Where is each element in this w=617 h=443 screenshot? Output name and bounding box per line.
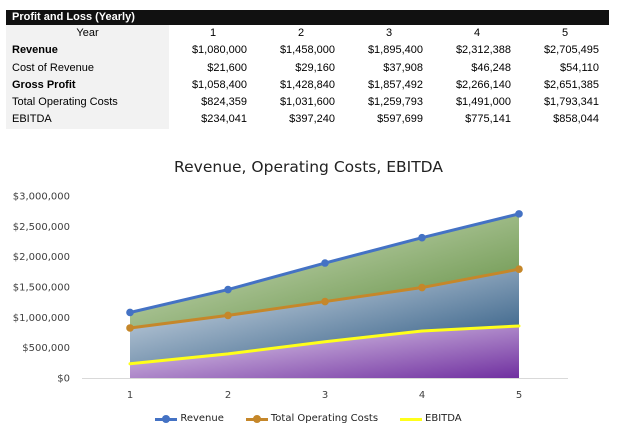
- data-point: [126, 324, 134, 332]
- table-cell: $21,600: [207, 61, 247, 74]
- table-cell: $397,240: [289, 113, 335, 126]
- area-1: [130, 269, 519, 364]
- data-point: [515, 265, 523, 274]
- data-point: [224, 285, 232, 294]
- table-row-ebitda: EBITDA $234,041 $397,240 $597,699 $775,1…: [6, 111, 609, 129]
- row-label: Revenue: [12, 44, 58, 57]
- table-cell: $2,312,388: [455, 44, 511, 57]
- profit-loss-table: Profit and Loss (Yearly) Year 1 2 3 4 5 …: [6, 10, 609, 129]
- table-row-total-operating-costs: Total Operating Costs $824,359 $1,031,60…: [6, 94, 609, 112]
- table-cell: $2,266,140: [455, 78, 511, 91]
- legend-label: Total Operating Costs: [270, 413, 379, 424]
- y-tick-label: $500,000: [22, 343, 70, 354]
- row-label: Total Operating Costs: [12, 96, 118, 109]
- y-tick-label: $0: [57, 374, 70, 385]
- legend-swatch-revenue: [155, 414, 178, 424]
- legend-item-revenue: Revenue: [155, 413, 224, 424]
- x-tick-label: 1: [127, 390, 133, 401]
- data-point: [321, 297, 329, 306]
- table-row-cost-of-revenue: Cost of Revenue $21,600 $29,160 $37,908 …: [6, 59, 609, 77]
- table-cell: $234,041: [201, 113, 247, 126]
- table-row-gross-profit: Gross Profit $1,058,400 $1,428,840 $1,85…: [6, 76, 609, 95]
- data-point: [321, 259, 329, 267]
- data-point: [418, 283, 426, 292]
- table-cell: $37,908: [383, 61, 423, 74]
- year-header-cell: 5: [561, 27, 569, 39]
- data-point: [515, 210, 523, 218]
- year-header-label: Year: [76, 27, 99, 39]
- year-header-cell: 3: [385, 27, 393, 39]
- legend-label: EBITDA: [425, 413, 462, 424]
- legend-item-ebitda: EBITDA: [400, 413, 462, 424]
- table-cell: $1,793,341: [543, 96, 599, 109]
- year-header-cell: 4: [473, 27, 481, 39]
- legend-label: Revenue: [180, 413, 224, 424]
- series-line-2: [128, 324, 521, 366]
- table-cell: $1,895,400: [367, 44, 423, 57]
- data-point: [126, 308, 134, 317]
- table-cell: $1,428,840: [279, 78, 335, 91]
- table-cell: $824,359: [201, 96, 247, 109]
- table-title: Profit and Loss (Yearly): [6, 10, 609, 25]
- x-tick-label: 3: [322, 390, 328, 401]
- y-tick-label: $3,000,000: [13, 192, 70, 203]
- table-cell: $775,141: [465, 113, 511, 126]
- x-tick-label: 2: [225, 390, 231, 401]
- row-label: Gross Profit: [12, 78, 76, 91]
- table-cell: $2,705,495: [543, 44, 599, 57]
- table-cell: $2,651,385: [543, 78, 599, 91]
- table-cell: $1,491,000: [455, 96, 511, 109]
- table-cell: $1,259,793: [367, 96, 423, 109]
- y-tick-label: $2,500,000: [13, 222, 70, 233]
- row-label: Cost of Revenue: [12, 61, 94, 74]
- x-tick-label: 4: [419, 390, 425, 401]
- table-cell: $1,058,400: [191, 78, 247, 91]
- table-row-revenue: Revenue $1,080,000 $1,458,000 $1,895,400…: [6, 42, 609, 60]
- year-header-cell: 1: [209, 27, 217, 39]
- legend-swatch-ebitda: [400, 414, 423, 424]
- area-2: [130, 325, 519, 378]
- y-tick-label: $2,000,000: [13, 252, 70, 263]
- table-header-row: Year 1 2 3 4 5: [6, 25, 609, 43]
- table-cell: $46,248: [471, 61, 511, 74]
- chart-legend: Revenue Total Operating Costs EBITDA: [0, 413, 617, 424]
- table-cell: $597,699: [377, 113, 423, 126]
- table-cell: $29,160: [295, 61, 335, 74]
- table-cell: $1,458,000: [279, 44, 335, 57]
- table-cell: $858,044: [553, 113, 599, 126]
- year-header-cell: 2: [297, 27, 305, 39]
- data-point: [418, 233, 426, 242]
- data-point: [224, 311, 232, 320]
- table-cell: $1,080,000: [191, 44, 247, 57]
- table-cell: $1,031,600: [279, 96, 335, 109]
- row-label: EBITDA: [12, 113, 52, 126]
- x-tick-label: 5: [516, 390, 522, 401]
- legend-swatch-operating-costs: [245, 414, 268, 424]
- area-0: [130, 213, 519, 328]
- y-tick-label: $1,500,000: [13, 283, 70, 294]
- chart-title: Revenue, Operating Costs, EBITDA: [174, 158, 443, 176]
- legend-item-operating-costs: Total Operating Costs: [245, 413, 379, 424]
- table-cell: $1,857,492: [367, 78, 423, 91]
- table-cell: $54,110: [560, 61, 599, 74]
- y-tick-label: $1,000,000: [13, 313, 70, 324]
